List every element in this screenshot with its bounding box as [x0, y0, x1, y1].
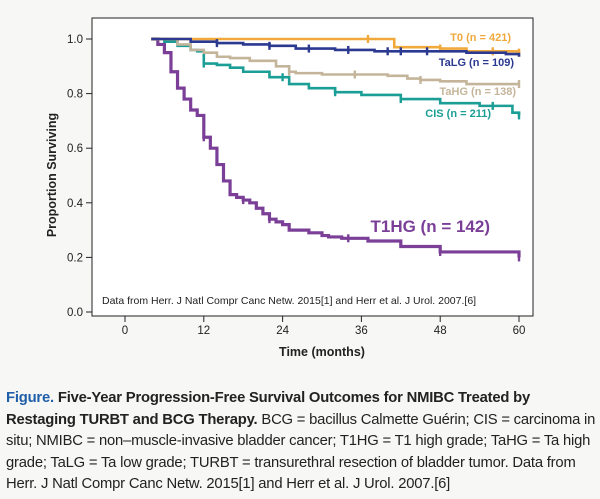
- x-tick-label: 48: [434, 325, 447, 337]
- source-note: Data from Herr. J Natl Compr Canc Netw. …: [102, 295, 476, 307]
- series-label-cis: CIS (n = 211): [425, 108, 491, 120]
- x-axis: 0 12 24 36 48 60: [122, 316, 526, 337]
- series-label-t1hg: T1HG (n = 142): [370, 217, 490, 236]
- series-line-t1hg: [151, 37, 521, 258]
- caption-label: Figure.: [6, 390, 54, 406]
- y-tick-label: 0.2: [67, 252, 83, 264]
- series-labels: T0 (n = 421) TaLG (n = 109) TaHG (n = 138)…: [370, 32, 516, 236]
- y-tick-label: 0.0: [67, 307, 83, 319]
- series-label-t0: T0 (n = 421): [450, 32, 511, 44]
- x-tick-label: 0: [122, 325, 128, 337]
- y-tick-label: 0.8: [67, 89, 83, 101]
- y-tick-label: 0.6: [67, 143, 83, 155]
- series-label-tahg: TaHG (n = 138): [439, 86, 516, 98]
- y-axis-title: Proportion Surviving: [45, 113, 59, 237]
- survival-chart: 0.0 0.2 0.4 0.6 0.8 1.0 0 12 24 36 48 60 Data from…: [45, 17, 534, 359]
- caption-body: BCG = bacillus Calmette Guérin; CIS = ca…: [6, 411, 596, 493]
- series-label-talg: TaLG (n = 109): [439, 57, 515, 69]
- x-tick-label: 60: [513, 325, 526, 337]
- x-tick-label: 36: [355, 325, 368, 337]
- y-tick-label: 1.0: [67, 34, 83, 46]
- x-axis-title: Time (months): [279, 345, 365, 359]
- y-axis: 0.0 0.2 0.4 0.6 0.8 1.0: [67, 34, 92, 319]
- curves-group: [151, 35, 521, 262]
- x-tick-label: 12: [197, 325, 210, 337]
- plot-frame: [91, 17, 534, 317]
- x-tick-label: 24: [276, 325, 289, 337]
- chart-area: 0.0 0.2 0.4 0.6 0.8 1.0 0 12 24 36 48 60 Data from…: [45, 17, 534, 359]
- figure-caption: Figure. Five-Year Progression-Free Survi…: [6, 388, 596, 496]
- y-tick-label: 0.4: [67, 198, 84, 210]
- caption-title: Five-Year Progression-Free Survival Outc…: [6, 390, 531, 428]
